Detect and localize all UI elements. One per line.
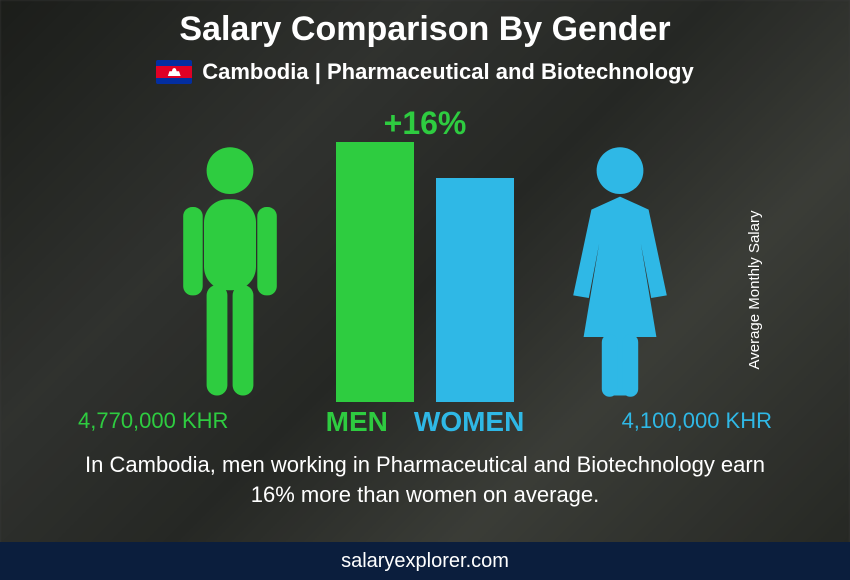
category-label-men: MEN xyxy=(326,406,388,438)
comparison-chart: +16% 4,770,000 KHR 4,100,000 KHR MEN xyxy=(0,105,850,440)
subtitle-text: Cambodia | Pharmaceutical and Biotechnol… xyxy=(202,59,693,85)
footer-attribution: salaryexplorer.com xyxy=(0,542,850,580)
category-labels: MEN WOMEN xyxy=(326,406,525,438)
male-figure-icon xyxy=(165,142,295,402)
bar-men xyxy=(336,142,414,402)
bar-women xyxy=(436,178,514,402)
difference-label: +16% xyxy=(384,105,467,142)
infographic: Salary Comparison By Gender Cambodia | P… xyxy=(0,0,850,580)
cambodia-flag-icon xyxy=(156,60,192,84)
page-title: Salary Comparison By Gender xyxy=(0,0,850,49)
description-text: In Cambodia, men working in Pharmaceutic… xyxy=(0,450,850,509)
salary-value-men: 4,770,000 KHR xyxy=(78,408,228,434)
y-axis-label: Average Monthly Salary xyxy=(746,211,763,370)
subtitle-row: Cambodia | Pharmaceutical and Biotechnol… xyxy=(0,49,850,85)
bar-group xyxy=(336,142,514,402)
salary-value-women: 4,100,000 KHR xyxy=(622,408,772,434)
category-label-women: WOMEN xyxy=(414,406,524,438)
female-figure-icon xyxy=(555,142,685,402)
